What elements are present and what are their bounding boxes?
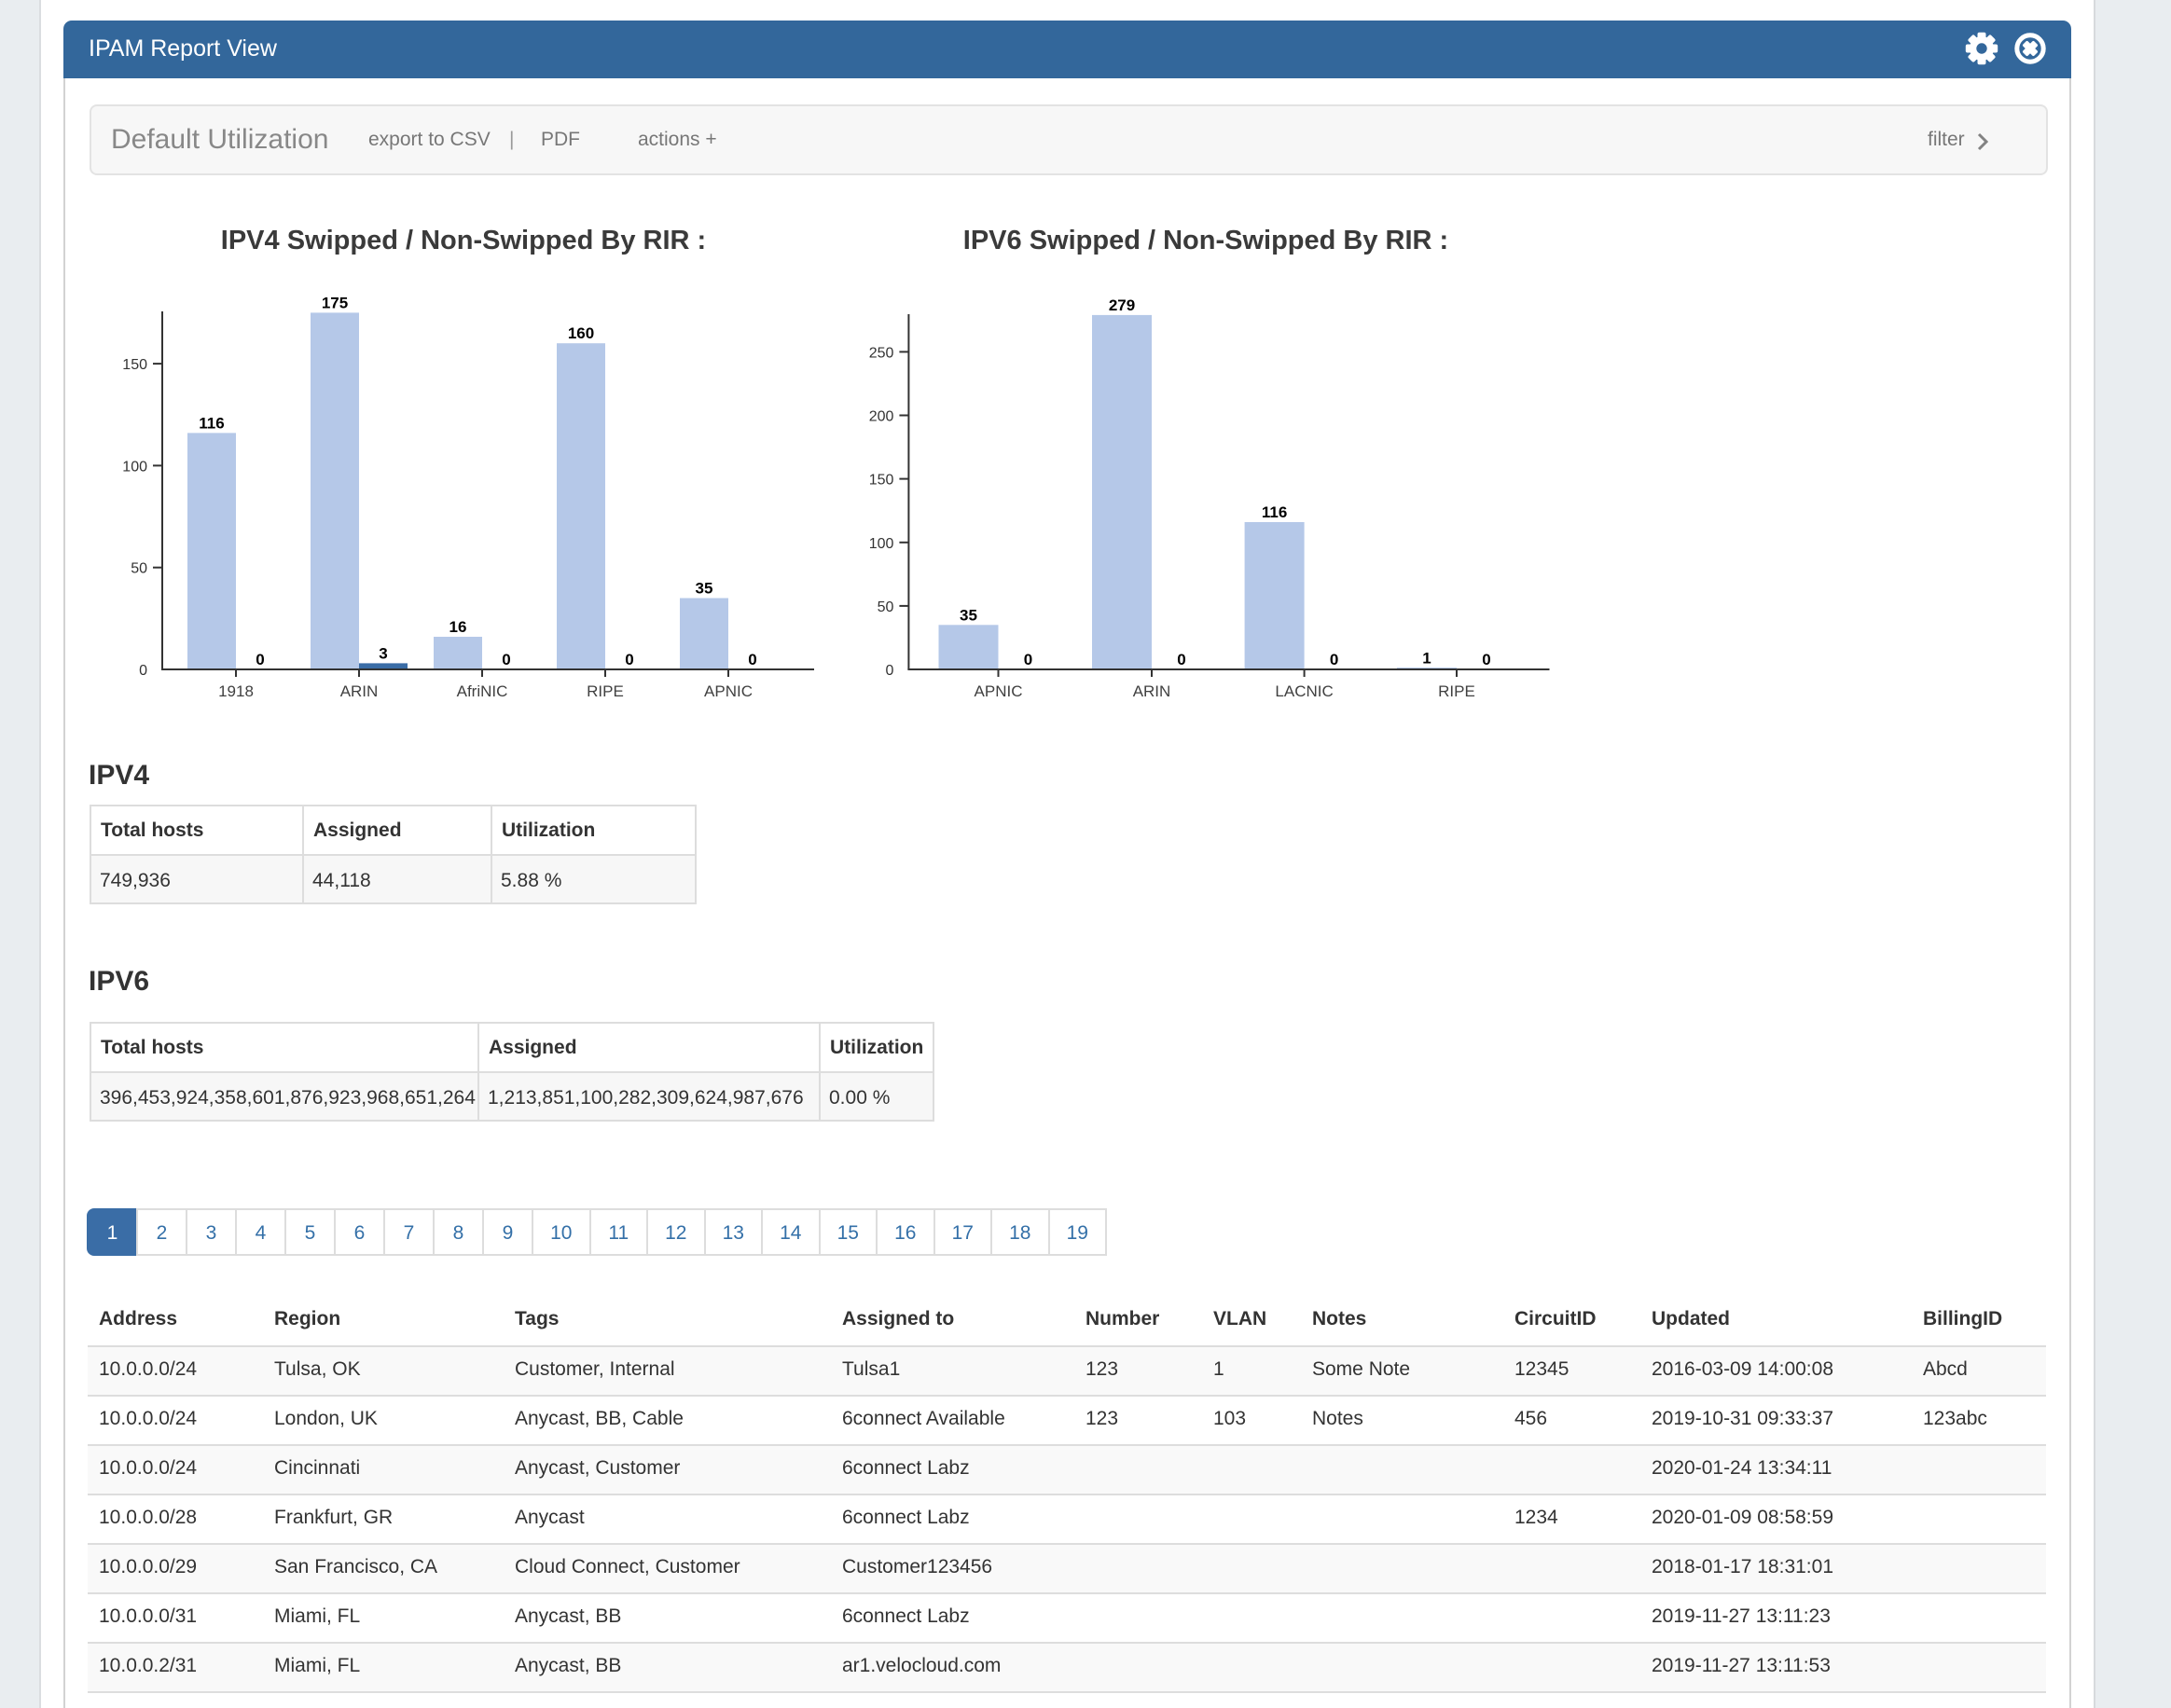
svg-text:ARIN: ARIN: [1133, 682, 1171, 700]
svg-text:0: 0: [256, 651, 264, 668]
svg-text:AfriNIC: AfriNIC: [457, 682, 508, 700]
svg-text:116: 116: [199, 414, 224, 432]
svg-text:RIPE: RIPE: [1438, 682, 1475, 700]
svg-text:50: 50: [878, 599, 894, 615]
svg-text:0: 0: [748, 651, 756, 668]
svg-text:IPV6 Swipped / Non-Swipped By: IPV6 Swipped / Non-Swipped By RIR :: [963, 226, 1448, 255]
svg-text:279: 279: [1109, 296, 1135, 314]
svg-text:100: 100: [869, 536, 894, 552]
svg-text:35: 35: [960, 606, 977, 624]
svg-text:APNIC: APNIC: [704, 682, 753, 700]
svg-text:0: 0: [1330, 651, 1338, 668]
svg-text:0: 0: [502, 651, 510, 668]
svg-text:150: 150: [122, 357, 147, 373]
svg-text:3: 3: [379, 644, 387, 662]
svg-text:0: 0: [625, 651, 633, 668]
svg-text:RIPE: RIPE: [587, 682, 624, 700]
svg-text:ARIN: ARIN: [340, 682, 379, 700]
svg-text:1918: 1918: [218, 682, 254, 700]
svg-text:0: 0: [139, 663, 147, 679]
svg-text:1: 1: [1422, 650, 1431, 668]
svg-text:200: 200: [869, 409, 894, 425]
svg-text:LACNIC: LACNIC: [1275, 682, 1333, 700]
svg-text:0: 0: [885, 663, 893, 679]
svg-text:50: 50: [131, 561, 147, 577]
svg-text:16: 16: [449, 618, 467, 636]
svg-text:35: 35: [696, 580, 713, 598]
svg-text:IPV4 Swipped / Non-Swipped By: IPV4 Swipped / Non-Swipped By RIR :: [221, 226, 706, 255]
svg-text:APNIC: APNIC: [975, 682, 1023, 700]
svg-text:100: 100: [122, 459, 147, 475]
svg-text:150: 150: [869, 473, 894, 489]
svg-text:0: 0: [1024, 651, 1032, 668]
svg-text:160: 160: [568, 324, 594, 342]
svg-text:175: 175: [322, 294, 348, 311]
svg-text:0: 0: [1177, 651, 1185, 668]
svg-text:0: 0: [1482, 651, 1490, 668]
svg-text:116: 116: [1262, 503, 1287, 521]
svg-text:250: 250: [869, 345, 894, 361]
